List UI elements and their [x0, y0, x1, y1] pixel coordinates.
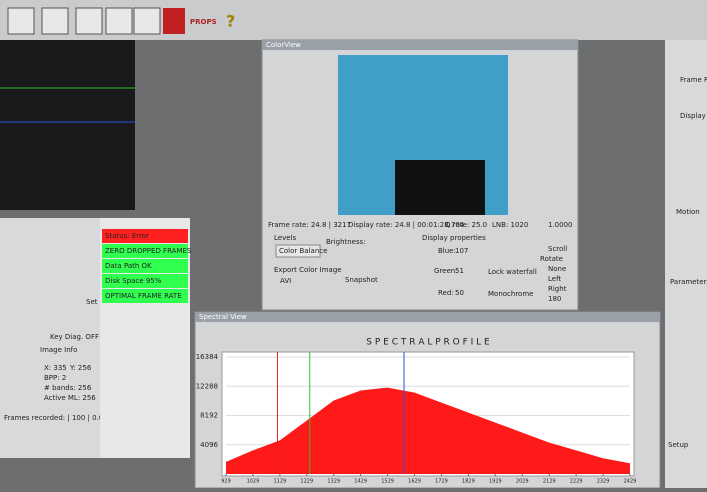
label: Active ML: 256: [44, 394, 96, 402]
label: Motion: [676, 208, 700, 216]
label: # bands: 256: [44, 384, 92, 392]
x-tick-label: 1929: [489, 479, 502, 485]
label: Brightness:: [326, 238, 366, 246]
label: Snapshot: [345, 276, 378, 284]
label: BPP: 2: [44, 374, 66, 382]
status-text: Status: Error: [105, 232, 149, 240]
window-title: Spectral View: [199, 313, 247, 321]
x-tick-label: 2129: [543, 479, 556, 485]
x-tick-label: 1129: [273, 479, 286, 485]
label: Image Info: [40, 346, 77, 354]
status-text: LNB: 1020: [492, 221, 528, 229]
value: 107: [455, 247, 468, 255]
checkbox-label[interactable]: Lock waterfall: [488, 268, 537, 276]
button[interactable]: Set: [86, 298, 98, 306]
help-button[interactable]: ?: [226, 12, 235, 31]
group-label: Levels: [274, 234, 296, 242]
group-label: Display properties: [422, 234, 486, 242]
status-text: Frame rate: 24.8 | 3217: [268, 221, 351, 229]
button-label[interactable]: Color Balance: [279, 247, 327, 255]
page: PROPS ? Key Diag. OFF Image Info Set X: …: [0, 0, 707, 488]
status-text: OPTIMAL FRAME RATE: [105, 292, 182, 300]
label: Display: [680, 112, 706, 120]
y-tick-label: 8192: [200, 412, 218, 420]
label: Frames recorded: | 100 | 0.01: [4, 414, 108, 422]
status-list: Status: Error ZERO DROPPED FRAMES Data Pat…: [102, 229, 192, 303]
props-button[interactable]: PROPS: [190, 18, 217, 26]
x-tick-label: 1429: [354, 479, 367, 485]
x-tick-label: 1229: [300, 479, 313, 485]
y-tick-label: 4096: [200, 441, 218, 449]
x-tick-label: 929: [221, 479, 231, 485]
radio-label[interactable]: 180: [548, 295, 561, 303]
radio-label[interactable]: Left: [548, 275, 561, 283]
value: 50: [455, 289, 464, 297]
x-tick-label: 1529: [381, 479, 394, 485]
x-tick-label: 1029: [247, 479, 260, 485]
x-tick-label: 2429: [624, 479, 637, 485]
x-tick-label: 1329: [327, 479, 340, 485]
waterfall-image: [0, 40, 135, 210]
status-text: Q rate: 25.0: [445, 221, 487, 229]
y-tick-label: 16384: [196, 353, 219, 361]
status-text: 1.0000: [548, 221, 573, 229]
radio-label[interactable]: None: [548, 265, 566, 273]
label: Blue:: [438, 247, 456, 255]
x-tick-label: 2229: [570, 479, 583, 485]
label: Parameters: [670, 278, 707, 286]
window-title: ColorView: [266, 41, 301, 49]
x-tick-label: 1829: [462, 479, 475, 485]
title-bar: [262, 40, 578, 50]
x-tick-label: 2029: [516, 479, 529, 485]
x-tick-label: 2329: [597, 479, 610, 485]
screen: PROPS ? Key Diag. OFF Image Info Set X: …: [0, 0, 707, 488]
label: Red:: [438, 289, 454, 297]
right-panel: [665, 40, 707, 488]
label: Key Diag. OFF: [50, 333, 99, 341]
label: X: 335: [44, 364, 67, 372]
value: 51: [455, 267, 464, 275]
x-tick-label: 1729: [435, 479, 448, 485]
radio-label[interactable]: Right: [548, 285, 567, 293]
label: AVI: [280, 277, 291, 285]
title-bar: [195, 312, 660, 322]
status-text: Disk Space 95%: [105, 277, 162, 285]
checkbox-label[interactable]: Scroll: [548, 245, 567, 253]
y-tick-label: 12288: [196, 382, 218, 390]
x-tick-label: 1629: [408, 479, 421, 485]
label: Frame Rate: [680, 76, 707, 84]
button[interactable]: Setup: [668, 441, 689, 449]
label: Y: 256: [69, 364, 92, 372]
checkbox-label[interactable]: Monochrome: [488, 290, 533, 298]
group-label: Export Color Image: [274, 266, 342, 274]
camera-object: [395, 160, 485, 215]
chart-title: S P E C T R A L P R O F I L E: [366, 338, 490, 348]
status-text: Data Path OK: [105, 262, 152, 270]
status-text: ZERO DROPPED FRAMES: [105, 247, 192, 255]
label: Rotate: [540, 255, 563, 263]
